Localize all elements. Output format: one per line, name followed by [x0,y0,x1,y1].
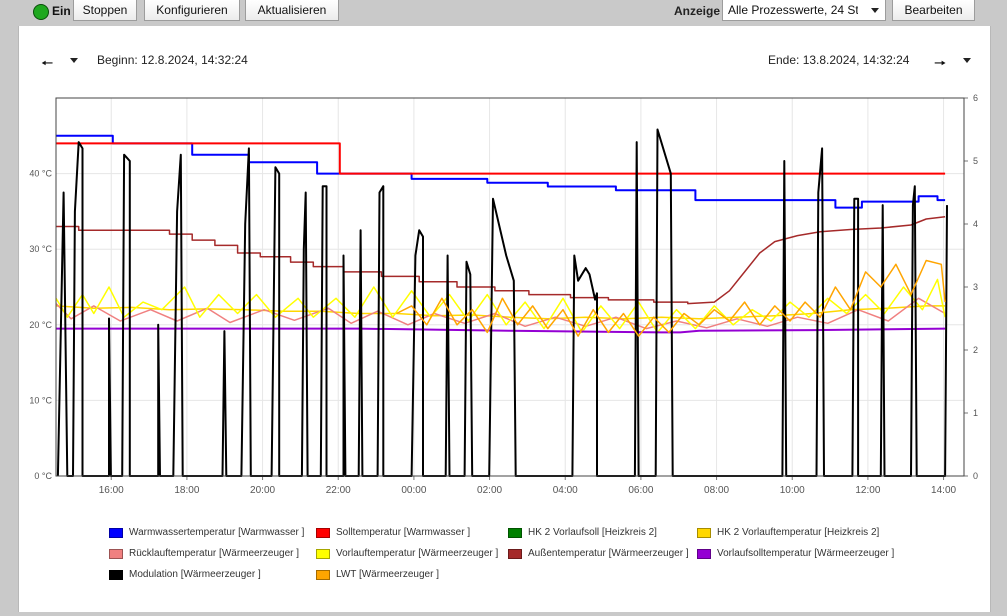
series-line [56,142,946,175]
display-select[interactable]: Alle Prozesswerte, 24 Stunden [722,0,886,21]
y-left-tick-label: 10 °C [29,395,52,405]
legend-swatch [697,549,711,559]
range-end: Ende: 13.8.2024, 14:32:24 [768,53,910,67]
y-right-tick-label: 5 [973,156,978,166]
configure-button[interactable]: Konfigurieren [144,0,240,21]
legend-swatch [109,549,123,559]
legend-label: Vorlaufsolltemperatur [Wärmeerzeuger ] [717,548,895,559]
x-tick-label: 02:00 [477,485,502,496]
y-left-tick-label: 30 °C [29,244,52,254]
edit-button[interactable]: Bearbeiten [892,0,975,21]
x-tick-label: 12:00 [855,485,880,496]
chevron-down-icon [871,8,879,13]
legend-label: Solltemperatur [Warmwasser ] [336,527,471,538]
y-right-tick-label: 4 [973,219,978,229]
toolbar: Ein Stoppen Konfigurieren Aktualisieren … [0,0,1007,26]
y-right-tick-label: 6 [973,93,978,103]
x-tick-label: 14:00 [931,485,956,496]
y-left-tick-label: 20 °C [29,320,52,330]
legend-swatch [316,528,330,538]
display-label: Anzeige [674,4,721,18]
y-right-tick-label: 3 [973,282,978,292]
legend-label: Außentemperatur [Wärmeerzeuger ] [528,548,689,559]
x-tick-label: 06:00 [628,485,653,496]
x-tick-label: 08:00 [704,485,729,496]
y-right-tick-label: 1 [973,408,978,418]
stop-button[interactable]: Stoppen [73,0,137,21]
legend-label: HK 2 Vorlauftemperatur [Heizkreis 2] [717,527,880,538]
legend-label: LWT [Wärmeerzeuger ] [336,569,439,580]
legend-label: HK 2 Vorlaufsoll [Heizkreis 2] [528,527,657,538]
range-begin: Beginn: 12.8.2024, 14:32:24 [97,53,248,67]
legend-swatch [109,528,123,538]
display-select-value: Alle Prozesswerte, 24 Stunden [728,3,858,17]
status-indicator-icon [33,4,49,20]
arrow-right-icon[interactable]: 🠖 [934,55,947,71]
legend-swatch [316,549,330,559]
y-right-tick-label: 0 [973,471,978,481]
y-left-tick-label: 0 °C [34,471,52,481]
chevron-down-icon[interactable] [70,58,78,63]
x-tick-label: 04:00 [553,485,578,496]
status-label: Ein [52,4,71,18]
legend-swatch [316,570,330,580]
chevron-down-icon[interactable] [963,58,971,63]
y-right-tick-label: 2 [973,345,978,355]
legend-swatch [508,528,522,538]
x-tick-label: 10:00 [780,485,805,496]
series-line [56,134,946,209]
x-tick-label: 00:00 [401,485,426,496]
y-left-tick-label: 40 °C [29,169,52,179]
legend-swatch [109,570,123,580]
series-line [396,259,946,337]
plot-border [55,97,965,477]
legend-label: Vorlauftemperatur [Wärmeerzeuger ] [336,548,499,559]
legend-label: Rücklauftemperatur [Wärmeerzeuger ] [129,548,300,559]
legend-label: Warmwassertemperatur [Warmwasser ] [129,527,305,538]
x-tick-label: 16:00 [99,485,124,496]
legend-swatch [508,549,522,559]
plot-area [56,98,964,476]
arrow-left-icon[interactable]: 🠔 [41,55,54,71]
refresh-button[interactable]: Aktualisieren [245,0,339,21]
x-tick-label: 20:00 [250,485,275,496]
series-line [56,215,946,305]
legend-swatch [697,528,711,538]
x-tick-label: 22:00 [326,485,351,496]
x-tick-label: 18:00 [174,485,199,496]
legend-label: Modulation [Wärmeerzeuger ] [129,569,261,580]
